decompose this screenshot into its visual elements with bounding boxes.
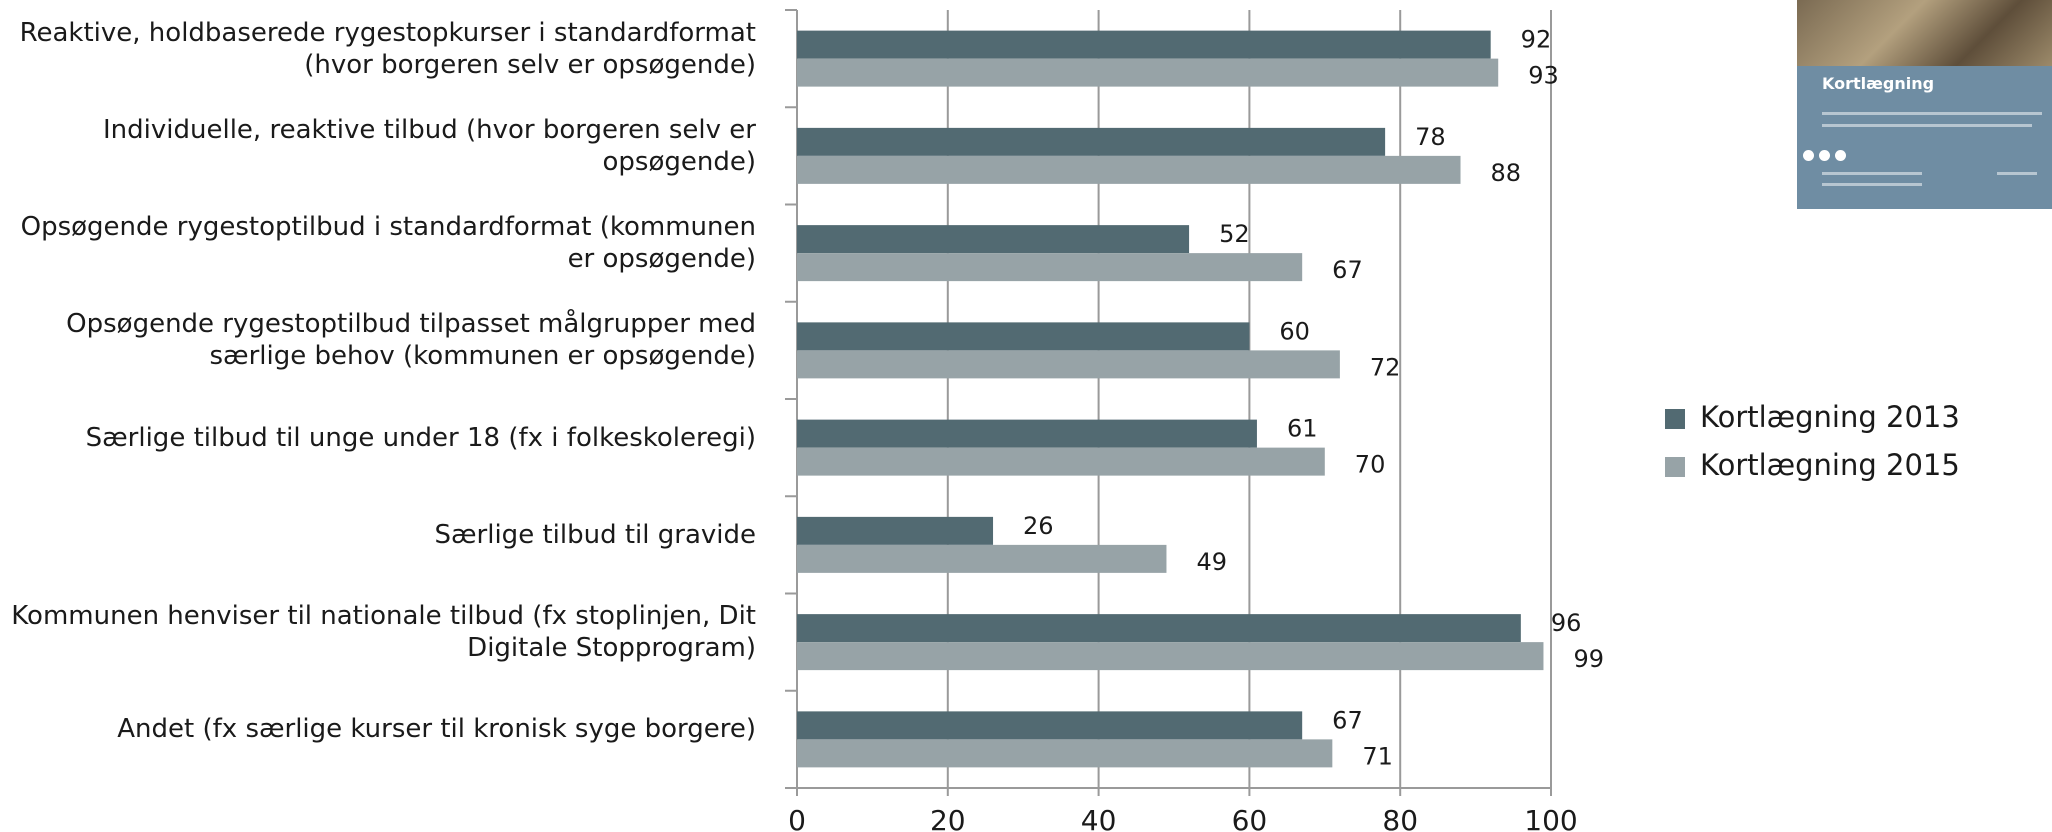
bar — [797, 448, 1325, 476]
y-tick-label: Særlige tilbud til unge under 18 (fx i f… — [0, 389, 756, 486]
legend-swatch — [1665, 409, 1685, 429]
bar — [797, 420, 1257, 448]
x-tick-label: 0 — [788, 804, 806, 832]
value-label: 72 — [1370, 353, 1401, 381]
bar — [797, 739, 1332, 767]
thumbnail-dot — [1835, 150, 1846, 161]
y-tick-text: Individuelle, reaktive tilbud (hvor borg… — [8, 114, 756, 178]
bar — [797, 253, 1302, 281]
bar — [797, 59, 1498, 87]
value-label: 88 — [1491, 159, 1522, 187]
x-tick-label: 40 — [1081, 804, 1117, 832]
thumbnail-dot — [1803, 150, 1814, 161]
bar — [797, 128, 1385, 156]
y-tick-label: Opsøgende rygestoptilbud tilpasset målgr… — [0, 292, 756, 389]
bar — [797, 517, 993, 545]
y-tick-text: Andet (fx særlige kurser til kronisk syg… — [117, 713, 756, 745]
y-tick-text: Reaktive, holdbaserede rygestopkurser i … — [8, 17, 756, 81]
page: 0 20 40 60 80 100 92 78 52 60 61 26 96 67 93 88 67 72 70 49… — [0, 0, 2052, 832]
x-tick-label: 100 — [1524, 804, 1577, 832]
value-label: 92 — [1521, 26, 1552, 54]
thumbnail-line — [1822, 172, 1922, 175]
x-tick-label: 80 — [1382, 804, 1418, 832]
bar — [797, 156, 1461, 184]
bar — [797, 225, 1189, 253]
value-label: 26 — [1023, 512, 1054, 540]
bar — [797, 614, 1521, 642]
y-tick-label: Opsøgende rygestoptilbud i standardforma… — [0, 195, 756, 292]
value-label: 99 — [1573, 645, 1604, 673]
bar — [797, 322, 1249, 350]
thumbnail-line — [1822, 183, 1922, 186]
value-label: 49 — [1196, 548, 1227, 576]
value-label: 61 — [1287, 415, 1318, 443]
y-tick-text: Særlige tilbud til unge under 18 (fx i f… — [86, 422, 756, 454]
report-thumbnail: Kortlægning — [1797, 0, 2052, 209]
value-label: 78 — [1415, 123, 1446, 151]
bar — [797, 31, 1491, 59]
x-tick-label: 60 — [1232, 804, 1268, 832]
y-tick-label: Særlige tilbud til gravide — [0, 486, 756, 583]
bar — [797, 642, 1543, 670]
thumbnail-line — [1822, 112, 2042, 115]
thumbnail-dot — [1819, 150, 1830, 161]
x-tick-label: 20 — [930, 804, 966, 832]
value-label: 67 — [1332, 706, 1363, 734]
y-tick-label: Individuelle, reaktive tilbud (hvor borg… — [0, 97, 756, 194]
value-label: 60 — [1279, 317, 1310, 345]
y-tick-text: Opsøgende rygestoptilbud i standardforma… — [8, 211, 756, 275]
legend-label: Kortlægning 2015 — [1700, 448, 1960, 482]
y-tick-text: Særlige tilbud til gravide — [435, 519, 756, 551]
y-tick-label: Reaktive, holdbaserede rygestopkurser i … — [0, 0, 756, 97]
legend-label: Kortlægning 2013 — [1700, 400, 1960, 434]
thumbnail-title: Kortlægning — [1822, 74, 1934, 93]
legend-swatch — [1665, 457, 1685, 477]
y-tick-label: Andet (fx særlige kurser til kronisk syg… — [0, 681, 756, 778]
y-tick-text: Opsøgende rygestoptilbud tilpasset målgr… — [8, 308, 756, 372]
thumbnail-photo — [1797, 0, 2052, 66]
y-tick-text: Kommunen henviser til nationale tilbud (… — [8, 600, 756, 664]
value-label: 52 — [1219, 220, 1250, 248]
value-label: 93 — [1528, 62, 1559, 90]
bar — [797, 350, 1340, 378]
value-label: 71 — [1362, 742, 1393, 770]
bar — [797, 545, 1166, 573]
value-label: 96 — [1551, 609, 1582, 637]
value-label: 67 — [1332, 256, 1363, 284]
thumbnail-line — [1997, 172, 2037, 175]
y-tick-label: Kommunen henviser til nationale tilbud (… — [0, 584, 756, 681]
value-label: 70 — [1355, 451, 1386, 479]
bar — [797, 711, 1302, 739]
thumbnail-line — [1822, 124, 2032, 127]
